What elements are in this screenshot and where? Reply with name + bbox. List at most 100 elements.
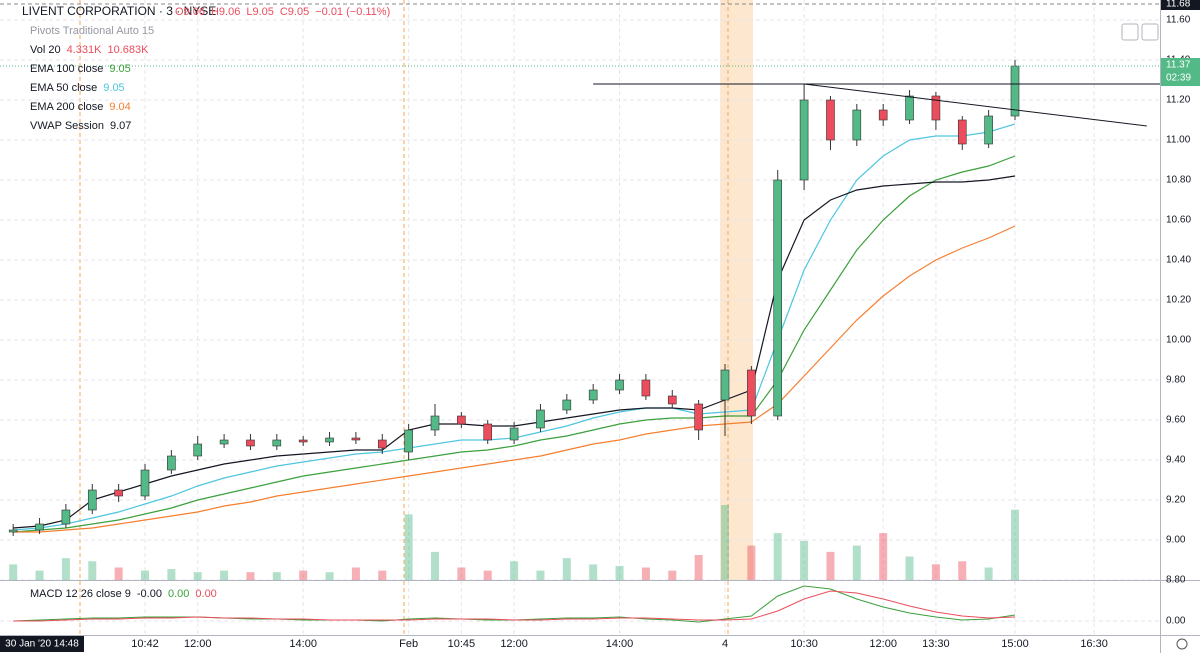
candle-body: [747, 369, 756, 417]
volume-bar: [641, 567, 650, 580]
volume-bar: [773, 533, 782, 580]
volume-bar: [589, 564, 598, 580]
volume-bar: [615, 565, 624, 580]
volume-bar: [61, 558, 70, 580]
volume-bar: [299, 570, 308, 580]
last-price: 11.37: [1166, 60, 1191, 71]
candle-body: [1010, 65, 1020, 117]
ohlc-value: H9.06: [211, 6, 240, 18]
volume-bar: [404, 514, 413, 580]
legend-value: 4.331K: [67, 44, 103, 56]
settings-button[interactable]: [1141, 23, 1159, 41]
x-tick-label: 10:30: [790, 638, 818, 650]
volume-bar: [668, 570, 677, 580]
x-tick-label: 15:00: [1001, 638, 1029, 650]
volume-bar: [457, 567, 466, 580]
y-tick-label: 11.60: [1166, 15, 1191, 26]
volume-bar: [9, 564, 18, 580]
y-tick-label: 10.40: [1166, 255, 1191, 266]
y-tick-label: 10.00: [1166, 335, 1191, 346]
signal-line: [13, 590, 1016, 622]
candle-body: [773, 179, 783, 417]
candle-body: [325, 437, 334, 443]
candle-body: [615, 379, 624, 391]
y-tick-label: 9.40: [1166, 455, 1186, 466]
volume-bar: [510, 561, 519, 580]
candle-body: [351, 437, 361, 441]
candle-body: [694, 403, 703, 431]
candle-body: [167, 455, 176, 471]
volume-bar: [800, 540, 809, 580]
volume-bar: [246, 572, 255, 580]
legend-value: 9.07: [110, 120, 131, 132]
macd-legend-value: -0.00: [137, 588, 162, 600]
volume-bar: [431, 551, 439, 580]
indicator-line: [13, 225, 1016, 533]
volume-bar: [220, 570, 229, 580]
candle-body: [536, 409, 545, 429]
y-tick-label: 9.20: [1166, 495, 1186, 506]
crosshair-price-bg: [1161, 0, 1200, 10]
volume-bar: [141, 570, 149, 580]
x-tick-label: 16:30: [1080, 638, 1108, 650]
countdown: 02:39: [1166, 73, 1191, 84]
volume-bar: [694, 555, 703, 580]
candle-body: [8, 529, 18, 533]
legend-name: EMA 200 close: [30, 101, 103, 113]
volume-bar: [984, 567, 993, 580]
y-tick-label: 9.60: [1166, 415, 1186, 426]
candle-body: [641, 379, 651, 397]
candle-body: [193, 443, 203, 457]
volume-bar: [905, 556, 914, 580]
candles: [8, 60, 1020, 536]
ohlc-value: −0.01 (−0.11%): [315, 6, 390, 18]
volume-bar: [35, 570, 44, 580]
candle-body: [430, 415, 440, 431]
session-lines: [79, 0, 729, 635]
x-tick-label: 10:45: [448, 638, 476, 650]
candle-body: [588, 389, 598, 401]
candle-body: [878, 109, 888, 121]
y-tick-label: 10.80: [1166, 175, 1191, 186]
y-tick-label: 9.80: [1166, 375, 1186, 386]
legend-name: VWAP Session: [30, 120, 104, 132]
y-tick-label: 9.00: [1166, 535, 1186, 546]
x-tick-label: 12:00: [184, 638, 212, 650]
volume: [9, 505, 1019, 580]
candle-body: [298, 439, 308, 443]
ohlc-value: O9.06: [175, 6, 205, 18]
collapse-button[interactable]: [1121, 23, 1139, 41]
candle-body: [852, 109, 862, 141]
candle-body: [984, 115, 993, 145]
candle-body: [799, 99, 809, 181]
x-tick-label: 12:00: [869, 638, 897, 650]
y-tick-label: 11.20: [1166, 95, 1191, 106]
volume-bar: [562, 558, 571, 580]
y-tick-label: 0.00: [1166, 616, 1186, 627]
x-tick-label: Feb: [399, 638, 418, 650]
candle-body: [509, 427, 519, 441]
volume-bar: [378, 570, 387, 580]
legend-value: 9.05: [103, 82, 124, 94]
x-tick-label: 10:42: [131, 638, 159, 650]
candle-body: [246, 439, 255, 447]
y-tick-label: 11.00: [1166, 135, 1191, 146]
volume-bar: [88, 561, 97, 580]
x-tick-label: 13:30: [922, 638, 950, 650]
settings-icon[interactable]: [1176, 638, 1188, 650]
y-tick-label: 10.20: [1166, 295, 1191, 306]
legend-name: EMA 50 close: [30, 82, 97, 94]
volume-bar: [931, 564, 940, 580]
candle-body: [377, 439, 387, 449]
macd-legend-value: 0.00: [168, 588, 189, 600]
candle-body: [483, 423, 493, 441]
volume-bar: [114, 567, 123, 580]
ohlc: O9.06 H9.06 L9.05 C9.05 −0.01 (−0.11%): [175, 6, 390, 18]
crosshair-time-bg: [0, 636, 84, 652]
candle-body: [140, 469, 150, 497]
y-tick-label: 8.80: [1166, 575, 1186, 586]
legend-name: EMA 100 close: [30, 63, 103, 75]
volume-bar: [351, 567, 360, 580]
